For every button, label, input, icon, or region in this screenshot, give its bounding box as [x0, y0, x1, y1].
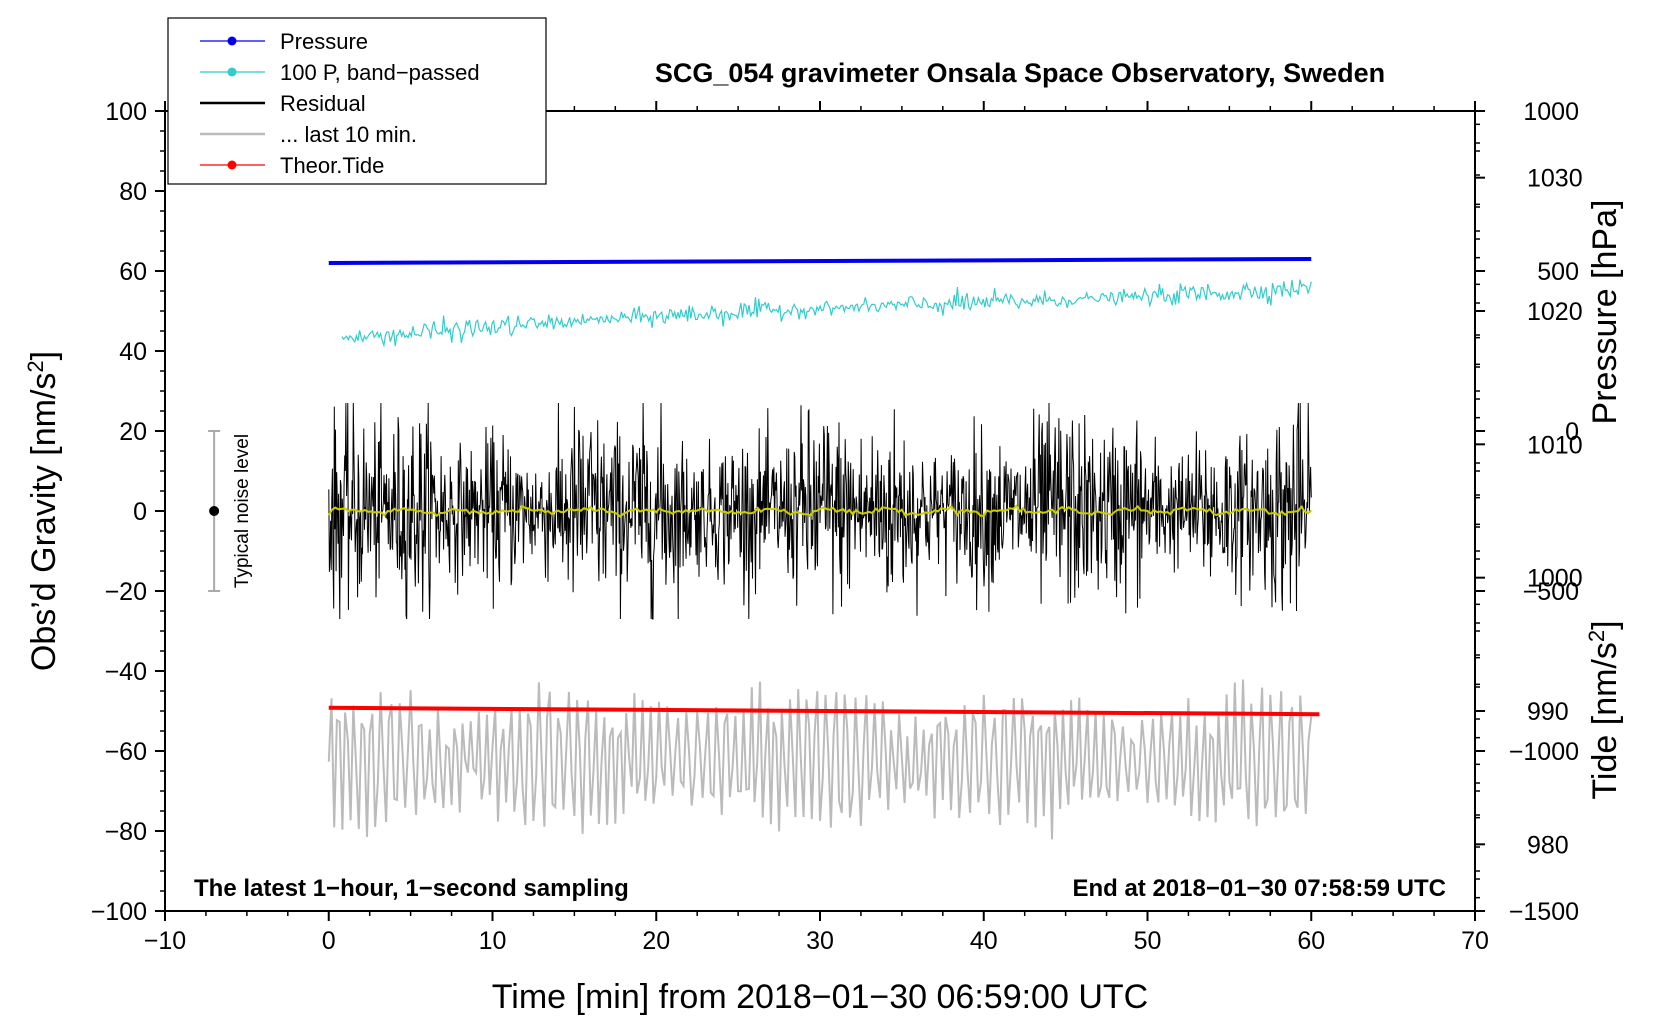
y-tick-label: 20: [119, 418, 147, 446]
series-theor-tide-line: [328, 705, 1320, 717]
tide-tick-label: 500: [1537, 258, 1579, 286]
legend-label: Residual: [280, 91, 366, 116]
legend-box: [167, 17, 547, 185]
y-axis-ticks: 100 80 60 40 20 0 −20 −40 −60 −80 −100: [91, 98, 165, 926]
legend-swatch-dot: [227, 67, 237, 77]
legend: Pressure 100 P, band−passed Residual ... la…: [167, 17, 547, 185]
tide-axis-label-end: ]: [1586, 620, 1624, 629]
y-tick-label: −60: [105, 738, 147, 766]
tide-tick-label: 1000: [1523, 98, 1579, 126]
x-tick-label: 40: [970, 927, 998, 955]
y-tick-label: 40: [119, 338, 147, 366]
legend-label: 100 P, band−passed: [280, 60, 480, 85]
legend-label: Theor.Tide: [280, 153, 384, 178]
y-tick-label: 0: [133, 498, 147, 526]
tide-tick-label: −500: [1523, 578, 1579, 606]
pressure-tick-label: 980: [1527, 831, 1569, 859]
x-tick-label: 50: [1134, 927, 1162, 955]
x-tick-label: 0: [322, 927, 336, 955]
series-100p-band-passed-line: [341, 279, 1312, 348]
pressure-tick-label: 1000: [1527, 565, 1583, 593]
noise-level-bar: Typical noise level: [208, 430, 253, 592]
y-tick-label: −100: [91, 898, 147, 926]
legend-label: ... last 10 min.: [280, 122, 417, 147]
tide-axis-label: Tide [nm/s2]: [1584, 620, 1624, 799]
annotation-end-time: End at 2018−01−30 07:58:59 UTC: [1072, 875, 1446, 902]
x-tick-label: 30: [806, 927, 834, 955]
x-tick-label: −10: [144, 927, 186, 955]
y-axis-label-left: Obs’d Gravity [nm/s2]: [23, 351, 63, 671]
y-tick-label: −20: [105, 578, 147, 606]
series-pressure-line: [328, 257, 1312, 265]
noise-bar-label: Typical noise level: [232, 434, 253, 588]
pressure-tick-label: 1020: [1527, 298, 1583, 326]
y-tick-label: 80: [119, 178, 147, 206]
chart-title: SCG_054 gravimeter Onsala Space Observat…: [655, 58, 1385, 88]
y-tick-label: 100: [105, 98, 147, 126]
y-axis-label-left-sup: 2: [23, 360, 48, 372]
x-axis-label: Time [min] from 2018−01−30 06:59:00 UTC: [492, 978, 1148, 1016]
series-residual-smoothed-line: [327, 504, 1312, 518]
series-last-10-min-line: [327, 679, 1313, 840]
y-axis-label-left-text: Obs’d Gravity [nm/s: [25, 373, 63, 672]
y-tick-label: −80: [105, 818, 147, 846]
legend-swatch-dot: [227, 160, 237, 170]
tide-tick-label: 0: [1565, 418, 1579, 446]
x-tick-label: 70: [1461, 927, 1489, 955]
series-layer: [327, 257, 1320, 840]
x-tick-label: 20: [642, 927, 670, 955]
tide-axis-label-text: Tide [nm/s: [1586, 642, 1624, 799]
y-tick-label: 60: [119, 258, 147, 286]
pressure-axis-label: Pressure [hPa]: [1586, 200, 1624, 425]
x-tick-label: 60: [1297, 927, 1325, 955]
tide-tick-label: −1000: [1509, 738, 1579, 766]
pressure-tick-label: 990: [1527, 698, 1569, 726]
legend-label: Pressure: [280, 29, 368, 54]
x-axis-ticks: −10 0 10 20 30 40 50 60 70: [144, 101, 1489, 955]
y-axis-label-left-end: ]: [25, 351, 63, 360]
tide-axis-ticks: 1000 500 0 −500 −1000 −1500: [1475, 98, 1579, 926]
annotation-sampling: The latest 1−hour, 1−second sampling: [194, 875, 629, 902]
pressure-tick-label: 1030: [1527, 165, 1583, 193]
legend-swatch-dot: [227, 36, 237, 46]
series-residual-line: [328, 402, 1312, 620]
noise-bar-center-dot: [209, 506, 220, 516]
pressure-tick-label: 1010: [1527, 431, 1583, 459]
pressure-axis-ticks: 980 990 1000 1010 1020 1030: [1475, 123, 1583, 899]
y-tick-label: −40: [105, 658, 147, 686]
tide-axis-label-sup: 2: [1584, 630, 1609, 642]
x-tick-label: 10: [479, 927, 507, 955]
tide-tick-label: −1500: [1509, 898, 1579, 926]
